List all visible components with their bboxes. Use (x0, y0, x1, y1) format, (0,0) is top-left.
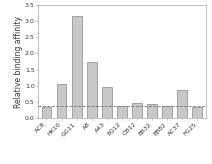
Bar (177, 90, 187, 118)
Bar (132, 102, 142, 118)
Bar (162, 106, 172, 118)
Bar (147, 103, 157, 118)
Y-axis label: Relative binding affinity: Relative binding affinity (14, 16, 23, 107)
Bar (72, 16, 82, 118)
Bar (42, 107, 51, 118)
Bar (57, 84, 66, 118)
Bar (102, 87, 112, 118)
Bar (117, 106, 127, 118)
Bar (87, 62, 97, 118)
Bar (192, 107, 202, 118)
